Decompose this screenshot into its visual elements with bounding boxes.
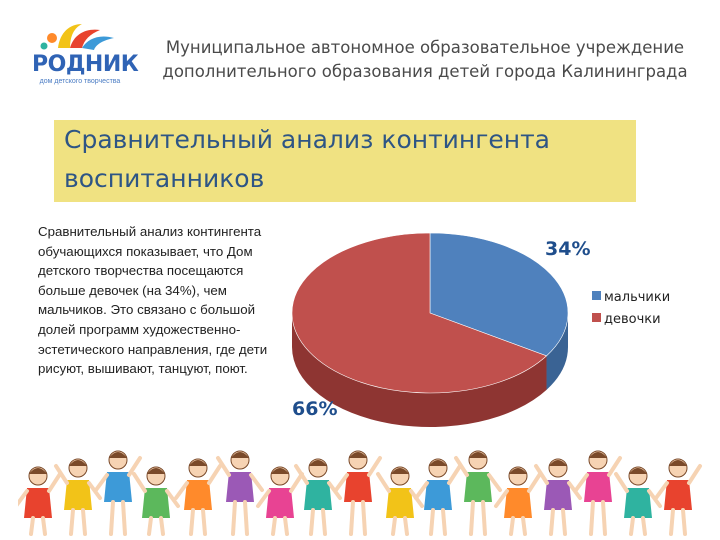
pie-slice-1 (291, 232, 548, 394)
slide-title-line-1: Сравнительный анализ контингента (64, 125, 550, 154)
child-figure (614, 466, 662, 536)
organization-line-1: Муниципальное автономное образовательное… (165, 38, 685, 57)
children-illustration (18, 450, 702, 536)
legend-swatch-0 (592, 291, 601, 300)
child-figure (18, 466, 62, 536)
children-figures (18, 450, 702, 536)
child-figure (94, 450, 142, 536)
slide-title-line-2: воспитанников (64, 164, 265, 193)
child-figure (294, 458, 342, 536)
organization-name: Муниципальное автономное образовательное… (140, 36, 710, 84)
legend-swatch-1 (592, 313, 601, 322)
child-figure (494, 466, 542, 536)
child-figure (216, 450, 264, 536)
logo-graphic (40, 24, 114, 50)
logo-text: РОДНИК (32, 52, 139, 77)
child-figure (256, 466, 304, 536)
organization-line-2: дополнительного образования детей города… (162, 62, 688, 81)
child-figure (454, 450, 502, 536)
child-figure (534, 458, 582, 536)
legend-label-0: мальчики (604, 290, 670, 305)
data-label-1: 66% (292, 398, 337, 420)
data-label-0: 34% (545, 238, 590, 260)
child-figure (54, 458, 102, 536)
child-figure (574, 450, 622, 536)
child-figure (414, 458, 462, 536)
analysis-text: Сравнительный анализ контингента обучающ… (38, 224, 268, 377)
legend-label-1: девочки (604, 312, 661, 327)
title-highlight (54, 120, 636, 202)
pie-slice-0 (429, 232, 569, 357)
child-figure (132, 466, 180, 536)
child-figure (376, 466, 424, 536)
child-figure (654, 458, 702, 536)
pie-side-0 (546, 313, 568, 390)
pie-side-1 (292, 313, 547, 428)
pie-chart: 34% 66% мальчики девочки (291, 232, 670, 428)
logo-subtext: дом детского творчества (39, 78, 121, 85)
child-figure (174, 458, 222, 536)
slide-title: Сравнительный анализ контингента воспита… (64, 120, 634, 198)
child-figure (334, 450, 382, 536)
rodnik-logo: РОДНИК дом детского творчества (30, 18, 139, 94)
